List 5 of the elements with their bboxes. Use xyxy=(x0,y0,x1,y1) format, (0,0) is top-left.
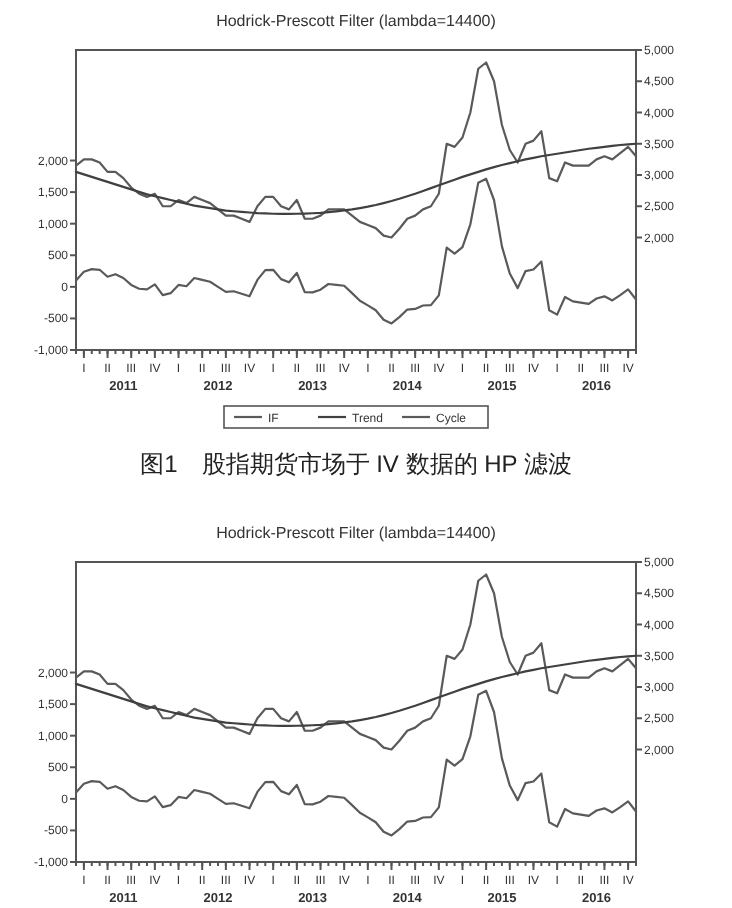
line-series xyxy=(74,654,638,727)
chart-title: Hodrick-Prescott Filter (lambda=14400) xyxy=(216,12,497,30)
caption: 图1 股指期货市场于 IV 数据的 HP 滤波 xyxy=(140,450,572,478)
line-series xyxy=(74,142,638,215)
chart-title: Hodrick-Prescott Filter (lambda=14400) xyxy=(216,524,497,542)
